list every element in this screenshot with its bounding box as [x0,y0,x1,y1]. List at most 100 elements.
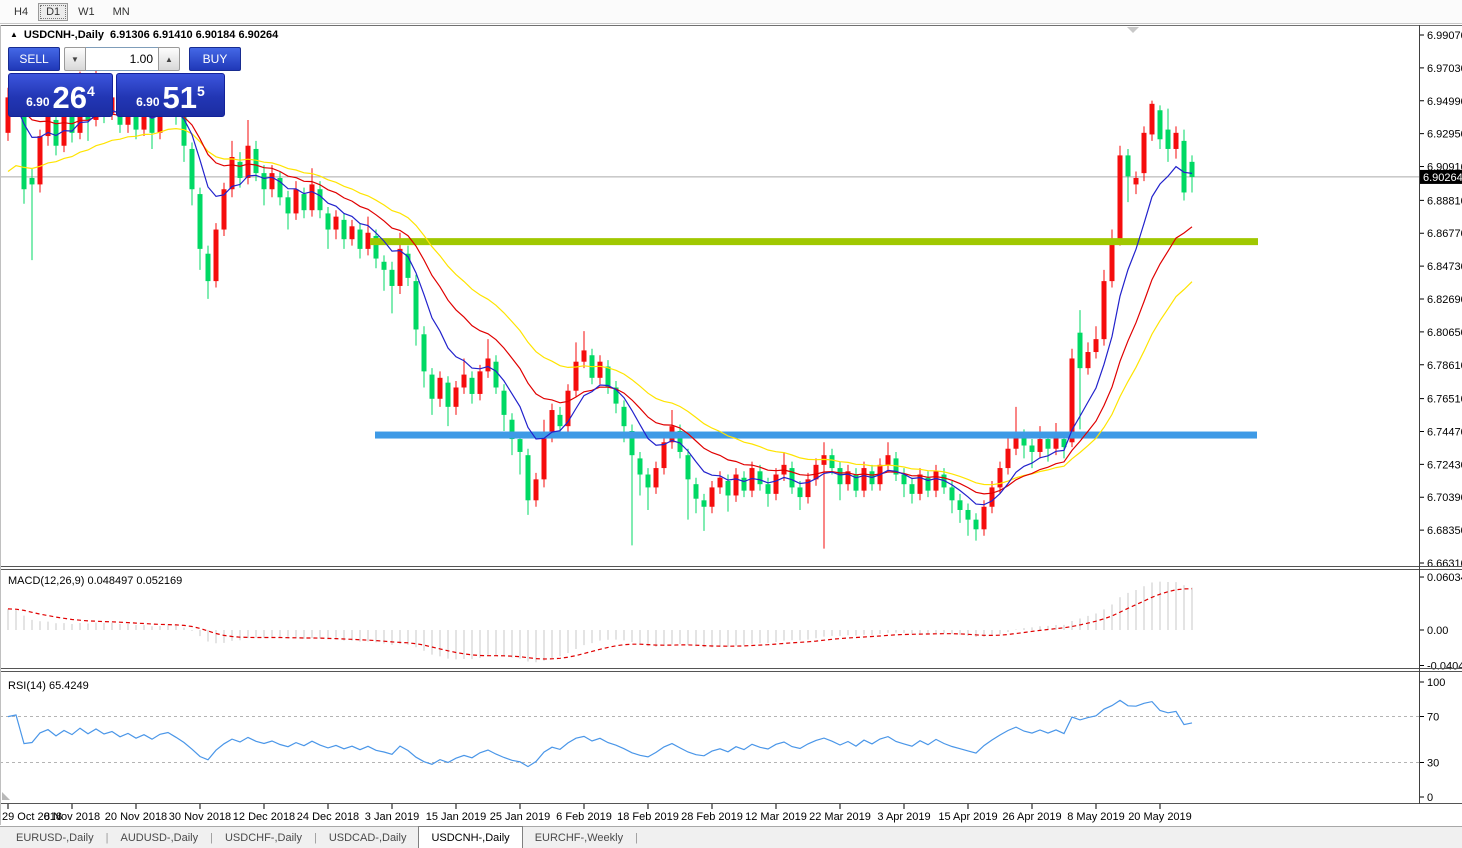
chart-tab-usdchf[interactable]: USDCHF-,Daily [224,831,302,844]
volume-decrease-icon[interactable]: ▼ [64,47,86,71]
sell-price-big: 26 [52,80,88,116]
tab-separator: | [210,831,213,844]
candle [813,458,819,486]
candle [205,245,211,299]
svg-text:6.97030: 6.97030 [1427,63,1462,75]
price-axis[interactable]: 6.990706.970306.949906.929506.909106.888… [1419,30,1462,570]
svg-text:6.92950: 6.92950 [1427,129,1462,141]
candle [653,461,659,494]
candle [773,468,779,501]
macd-title: MACD(12,26,9) 0.048497 0.052169 [8,575,182,587]
svg-text:18 Feb 2019: 18 Feb 2019 [617,811,679,823]
svg-text:6.80650: 6.80650 [1427,327,1462,339]
volume-input[interactable] [86,47,158,71]
rsi-label: RSI(14) 65.4249 [8,680,89,692]
sell-price-panel[interactable]: 6.90 26 4 [8,73,113,117]
svg-text:6.82690: 6.82690 [1427,294,1462,306]
svg-text:22 Mar 2019: 22 Mar 2019 [809,811,871,823]
candle [1117,145,1123,246]
chart-tab-audusd[interactable]: AUDUSD-,Daily [120,831,199,844]
chart-tab-usdcnh[interactable]: USDCNH-,Daily [418,826,523,848]
candle [749,461,755,498]
candle [693,477,699,514]
svg-text:12 Dec 2018: 12 Dec 2018 [233,811,295,823]
candle [261,165,267,206]
candle [581,331,587,369]
candle [645,468,651,510]
chart-tab-usdcad[interactable]: USDCAD-,Daily [328,831,407,844]
svg-text:8 May 2019: 8 May 2019 [1067,811,1124,823]
chart-tab-eurusd[interactable]: EURUSD-,Daily [16,831,94,844]
svg-text:0: 0 [1427,792,1433,804]
candle [789,461,795,494]
svg-text:6.99070: 6.99070 [1427,30,1462,42]
sell-price-pip: 4 [87,83,95,99]
candle [1149,100,1155,141]
candle [421,326,427,388]
candle [325,206,331,249]
candle [37,129,43,193]
candle [597,355,603,385]
panel-borders [0,25,1462,825]
candle [29,168,35,261]
candle [413,274,419,346]
candle [1173,126,1179,159]
candle [213,223,219,288]
sell-button[interactable]: SELL [8,47,60,71]
symbol-period-label: USDCNH-,Daily [23,29,104,41]
macd-axis[interactable]: 0.060342 0.00 -0.040415 [1419,572,1462,672]
candle [701,493,707,531]
svg-text:6.86770: 6.86770 [1427,228,1462,240]
candle [485,339,491,378]
rsi-line [7,699,1193,768]
timeframe-button-w1[interactable]: W1 [78,5,95,18]
support-line[interactable] [375,431,1257,439]
volume-increase-icon[interactable]: ▲ [158,47,180,71]
candle [717,471,723,494]
candle [1157,105,1163,149]
candle [221,182,227,236]
candle [573,342,579,398]
candle [229,140,235,198]
chart-tab-eurchf[interactable]: EURCHF-,Weekly [534,831,624,844]
ohlc-quotes: 6.91306 6.91410 6.90184 6.90264 [110,29,279,41]
candle [1005,435,1011,475]
svg-text:70: 70 [1427,712,1439,724]
sell-price-prefix: 6.90 [26,95,50,109]
candle [1077,310,1083,430]
subwindow-grip-icon [2,792,10,800]
candle [429,368,435,415]
resistance-line[interactable] [370,238,1258,246]
timeframe-button-d1[interactable]: D1 [38,2,69,21]
candle [493,355,499,394]
buy-button[interactable]: BUY [189,47,241,71]
timeframe-button-mn[interactable]: MN [112,5,130,18]
candles-layer [5,60,1195,549]
candle [1125,148,1131,203]
subwindow-grip[interactable] [2,792,10,800]
rsi-title: RSI(14) 65.4249 [8,680,89,692]
rsi-axis[interactable]: 100 70 30 0 [1419,677,1445,804]
candle [237,152,243,188]
candle [445,376,451,427]
candle [525,448,531,515]
timeframe-button-h4[interactable]: H4 [14,5,29,18]
candle [989,480,995,514]
candle [365,216,371,256]
candle [845,464,851,491]
candle [781,451,787,481]
candle [981,500,987,536]
candle [461,358,467,394]
svg-text:-0.040415: -0.040415 [1427,660,1462,672]
candle [965,503,971,536]
svg-text:6.94990: 6.94990 [1427,96,1462,108]
chart-shift-marker-icon[interactable] [1127,27,1139,33]
buy-price-pip: 5 [197,83,205,99]
candle [733,468,739,502]
collapse-panel-icon[interactable]: ▲ [10,29,18,39]
buy-price-panel[interactable]: 6.90 51 5 [116,73,225,117]
svg-text:6.90264: 6.90264 [1423,172,1462,184]
